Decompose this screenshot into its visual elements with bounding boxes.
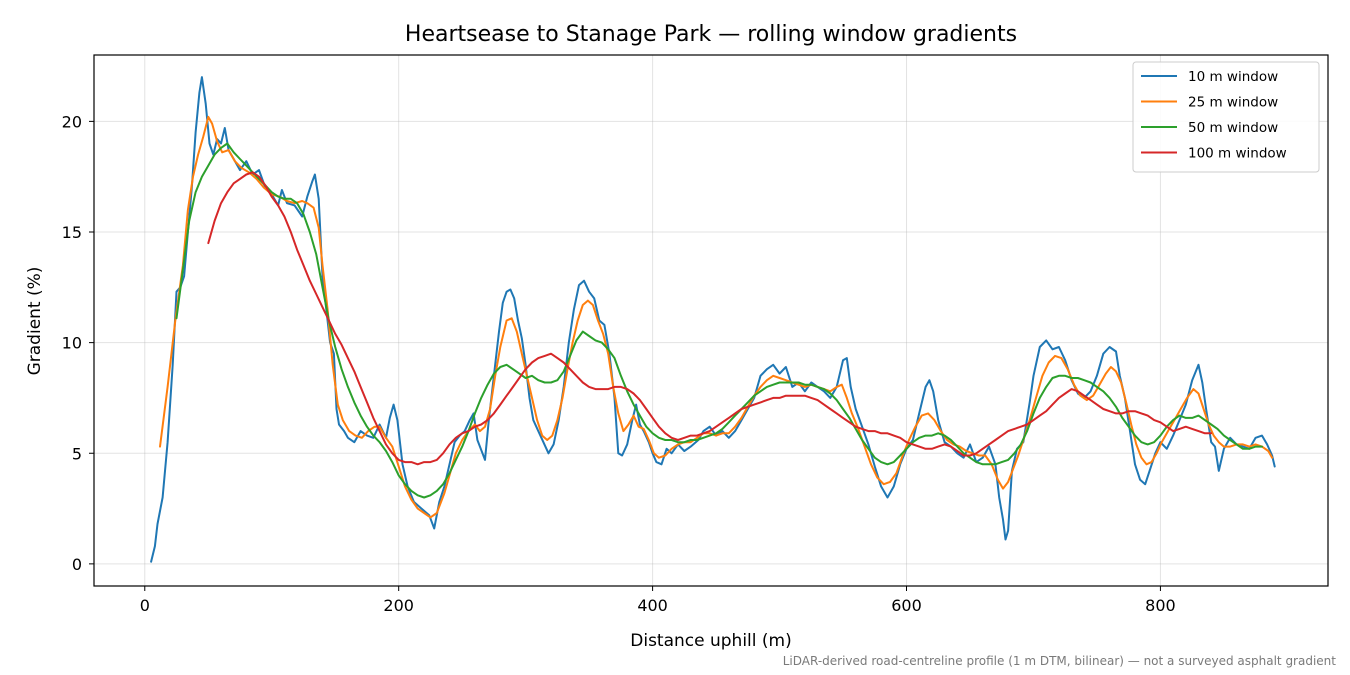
series-line-1 xyxy=(150,76,1276,563)
y-tick-label: 5 xyxy=(72,444,82,463)
series-line-4 xyxy=(207,171,1213,466)
legend-box xyxy=(1132,61,1320,173)
x-tick-label: 600 xyxy=(891,596,922,615)
x-axis: 0 200 400 600 800 xyxy=(140,586,1176,615)
series-line-2 xyxy=(159,115,1274,519)
y-tick-label: 20 xyxy=(62,112,82,131)
x-tick-label: 400 xyxy=(637,596,668,615)
y-tick-label: 10 xyxy=(62,334,82,353)
legend-label: 25 m window xyxy=(1188,95,1278,111)
series-line-3 xyxy=(175,142,1263,499)
footnote: LiDAR-derived road-centreline profile (1… xyxy=(783,654,1337,668)
x-tick-label: 200 xyxy=(383,596,414,615)
axes-frame xyxy=(93,54,1329,587)
x-tick-label: 800 xyxy=(1145,596,1176,615)
y-axis-label: Gradient (%) xyxy=(25,267,45,376)
y-axis: 0 5 10 15 20 xyxy=(62,112,94,574)
legend-label: 50 m window xyxy=(1188,120,1278,136)
x-axis-label: Distance uphill (m) xyxy=(630,631,791,651)
legend-label: 10 m window xyxy=(1188,69,1278,85)
chart-title: Heartsease to Stanage Park — rolling win… xyxy=(405,22,1017,47)
legend: 10 m window 25 m window 50 m window 100 m w… xyxy=(1132,61,1320,173)
y-tick-label: 0 xyxy=(72,555,82,574)
x-tick-label: 0 xyxy=(140,596,150,615)
y-tick-label: 15 xyxy=(62,223,82,242)
legend-label: 100 m window xyxy=(1188,146,1287,162)
grid xyxy=(94,55,1328,586)
plot-lines xyxy=(150,76,1276,563)
